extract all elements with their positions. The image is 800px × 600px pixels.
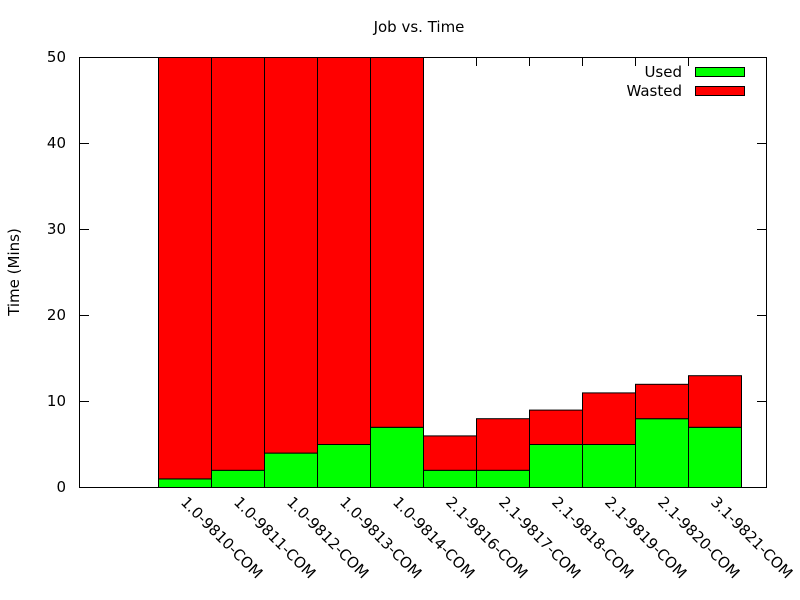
legend-label-used: Used <box>644 63 682 81</box>
bar-used-1.0-9811-COM <box>211 469 265 488</box>
y-tick-label-20: 20 <box>47 306 66 324</box>
bar-used-1.0-9810-COM <box>158 478 212 488</box>
bar-wasted-1.0-9811-COM <box>211 57 265 471</box>
y-tick-label-40: 40 <box>47 134 66 152</box>
bars-layer <box>158 57 742 489</box>
chart-title: Job vs. Time <box>373 18 465 36</box>
y-axis-label: Time (Mins) <box>5 228 23 317</box>
bar-wasted-1.0-9810-COM <box>158 57 212 480</box>
bar-wasted-3.1-9821-COM <box>688 375 742 428</box>
bar-wasted-1.0-9814-COM <box>370 57 424 428</box>
y-tick-label-50: 50 <box>47 48 66 66</box>
bar-used-2.1-9818-COM <box>529 444 583 488</box>
bar-used-2.1-9817-COM <box>476 469 530 488</box>
bar-wasted-2.1-9816-COM <box>423 435 477 471</box>
bar-wasted-1.0-9813-COM <box>317 57 371 445</box>
bar-used-1.0-9813-COM <box>317 444 371 488</box>
bar-used-1.0-9814-COM <box>370 426 424 488</box>
bar-wasted-2.1-9818-COM <box>529 409 583 446</box>
y-tick-label-0: 0 <box>56 478 66 496</box>
legend-swatch-wasted <box>695 86 745 96</box>
bar-used-2.1-9819-COM <box>582 444 636 488</box>
bar-used-1.0-9812-COM <box>264 452 318 489</box>
bar-used-2.1-9816-COM <box>423 469 477 488</box>
bar-wasted-2.1-9820-COM <box>635 383 689 420</box>
y-tick-label-30: 30 <box>47 220 66 238</box>
bar-wasted-2.1-9819-COM <box>582 392 636 445</box>
bar-wasted-1.0-9812-COM <box>264 57 318 454</box>
bar-used-2.1-9820-COM <box>635 418 689 489</box>
legend-label-wasted: Wasted <box>626 82 682 100</box>
y-tick-label-10: 10 <box>47 392 66 410</box>
bar-used-3.1-9821-COM <box>688 426 742 488</box>
bar-wasted-2.1-9817-COM <box>476 418 530 471</box>
legend-swatch-used <box>695 67 745 77</box>
